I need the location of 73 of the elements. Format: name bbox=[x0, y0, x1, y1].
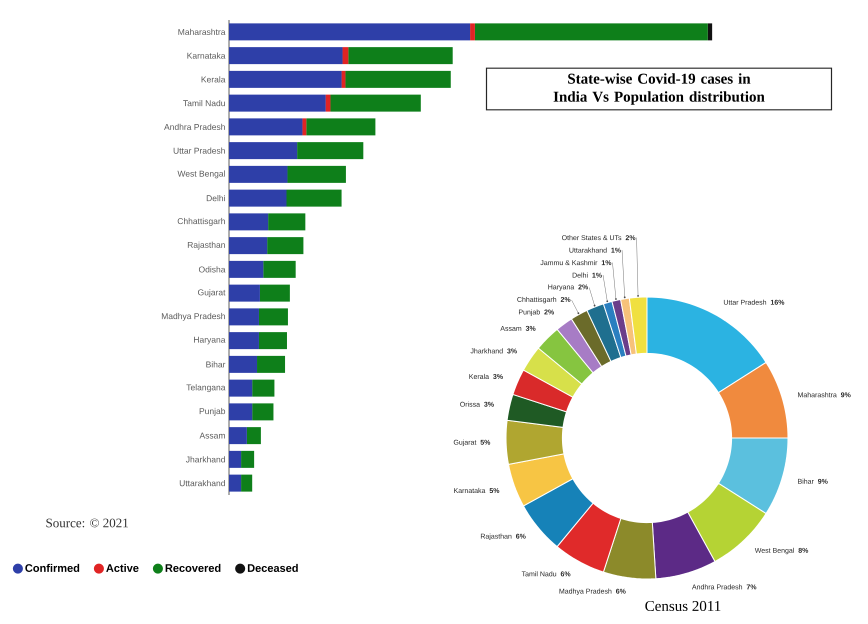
bar bbox=[229, 47, 343, 64]
text: State-wise Covid-19 cases in India Vs Population distribution bbox=[554, 73, 765, 105]
y-tick-label: Rajasthan bbox=[188, 242, 225, 250]
y-tick-label: Assam bbox=[200, 432, 225, 439]
legend-label: Confirmed bbox=[25, 564, 80, 572]
bar bbox=[229, 237, 268, 254]
bar bbox=[474, 23, 708, 40]
bar bbox=[229, 427, 247, 444]
y-tick-label: Andhra Pradesh bbox=[164, 124, 225, 130]
legend-label: Deceased bbox=[248, 564, 298, 572]
y-tick-label: Jharkhand bbox=[186, 456, 225, 462]
bar bbox=[297, 142, 364, 160]
legend-label: Active bbox=[106, 564, 139, 572]
bar bbox=[470, 23, 475, 40]
legend-label: Recovered bbox=[166, 564, 220, 572]
y-tick-label: Gujarat bbox=[198, 289, 226, 298]
bar bbox=[241, 474, 252, 492]
bar bbox=[260, 284, 290, 302]
bar bbox=[258, 332, 287, 350]
bar bbox=[229, 308, 259, 326]
bar bbox=[229, 94, 326, 112]
bar bbox=[229, 380, 252, 397]
bar bbox=[306, 118, 376, 136]
bar bbox=[229, 118, 302, 136]
bar bbox=[252, 403, 274, 420]
bar bbox=[229, 474, 242, 492]
bar bbox=[229, 23, 470, 40]
source-note: Source: © 2021 bbox=[46, 518, 128, 528]
bar bbox=[348, 47, 453, 64]
bar bbox=[342, 70, 346, 88]
y-tick-label: Punjab bbox=[200, 408, 226, 416]
bar bbox=[342, 47, 348, 64]
y-tick-label: West Bengal bbox=[177, 170, 225, 178]
bar bbox=[326, 94, 330, 112]
y-tick-label: Uttar Pradesh bbox=[174, 147, 225, 154]
y-tick-label: Haryana bbox=[194, 336, 226, 344]
bar bbox=[287, 166, 346, 183]
bar bbox=[229, 403, 252, 420]
y-tick-label: Chhattisgarh bbox=[178, 218, 225, 226]
bar bbox=[330, 94, 421, 112]
y-tick-label: Karnataka bbox=[187, 52, 226, 59]
bar bbox=[229, 166, 288, 183]
bar bbox=[229, 142, 298, 160]
bar bbox=[708, 23, 712, 40]
bar bbox=[246, 427, 261, 444]
y-tick-label: Tamil Nadu bbox=[183, 100, 225, 106]
text: Census 2011 bbox=[645, 600, 720, 612]
y-tick-label: Maharashtra bbox=[178, 28, 226, 35]
bar bbox=[257, 356, 286, 373]
bar bbox=[229, 356, 258, 373]
bar bbox=[229, 213, 268, 230]
y-tick-label: Odisha bbox=[198, 266, 226, 272]
y-tick-label: Bihar bbox=[206, 361, 226, 368]
bar bbox=[241, 450, 254, 468]
y-tick-label: Telangana bbox=[186, 384, 226, 392]
y-tick-label: Uttarakhand bbox=[180, 480, 225, 486]
bar bbox=[268, 213, 306, 230]
y-tick-label: Madhya Pradesh bbox=[162, 312, 225, 321]
bar bbox=[229, 260, 264, 278]
bar bbox=[286, 190, 342, 207]
bar bbox=[252, 380, 274, 397]
bar bbox=[229, 332, 259, 350]
bar bbox=[229, 450, 242, 468]
y-tick-label: Delhi bbox=[206, 194, 225, 202]
bar bbox=[229, 190, 286, 207]
bar bbox=[229, 70, 342, 88]
bar bbox=[345, 70, 451, 88]
bar bbox=[302, 118, 306, 136]
bar bbox=[258, 308, 288, 326]
y-tick-label: Kerala bbox=[202, 76, 226, 82]
bar bbox=[263, 260, 296, 278]
bar bbox=[267, 237, 304, 254]
bar bbox=[229, 284, 260, 302]
